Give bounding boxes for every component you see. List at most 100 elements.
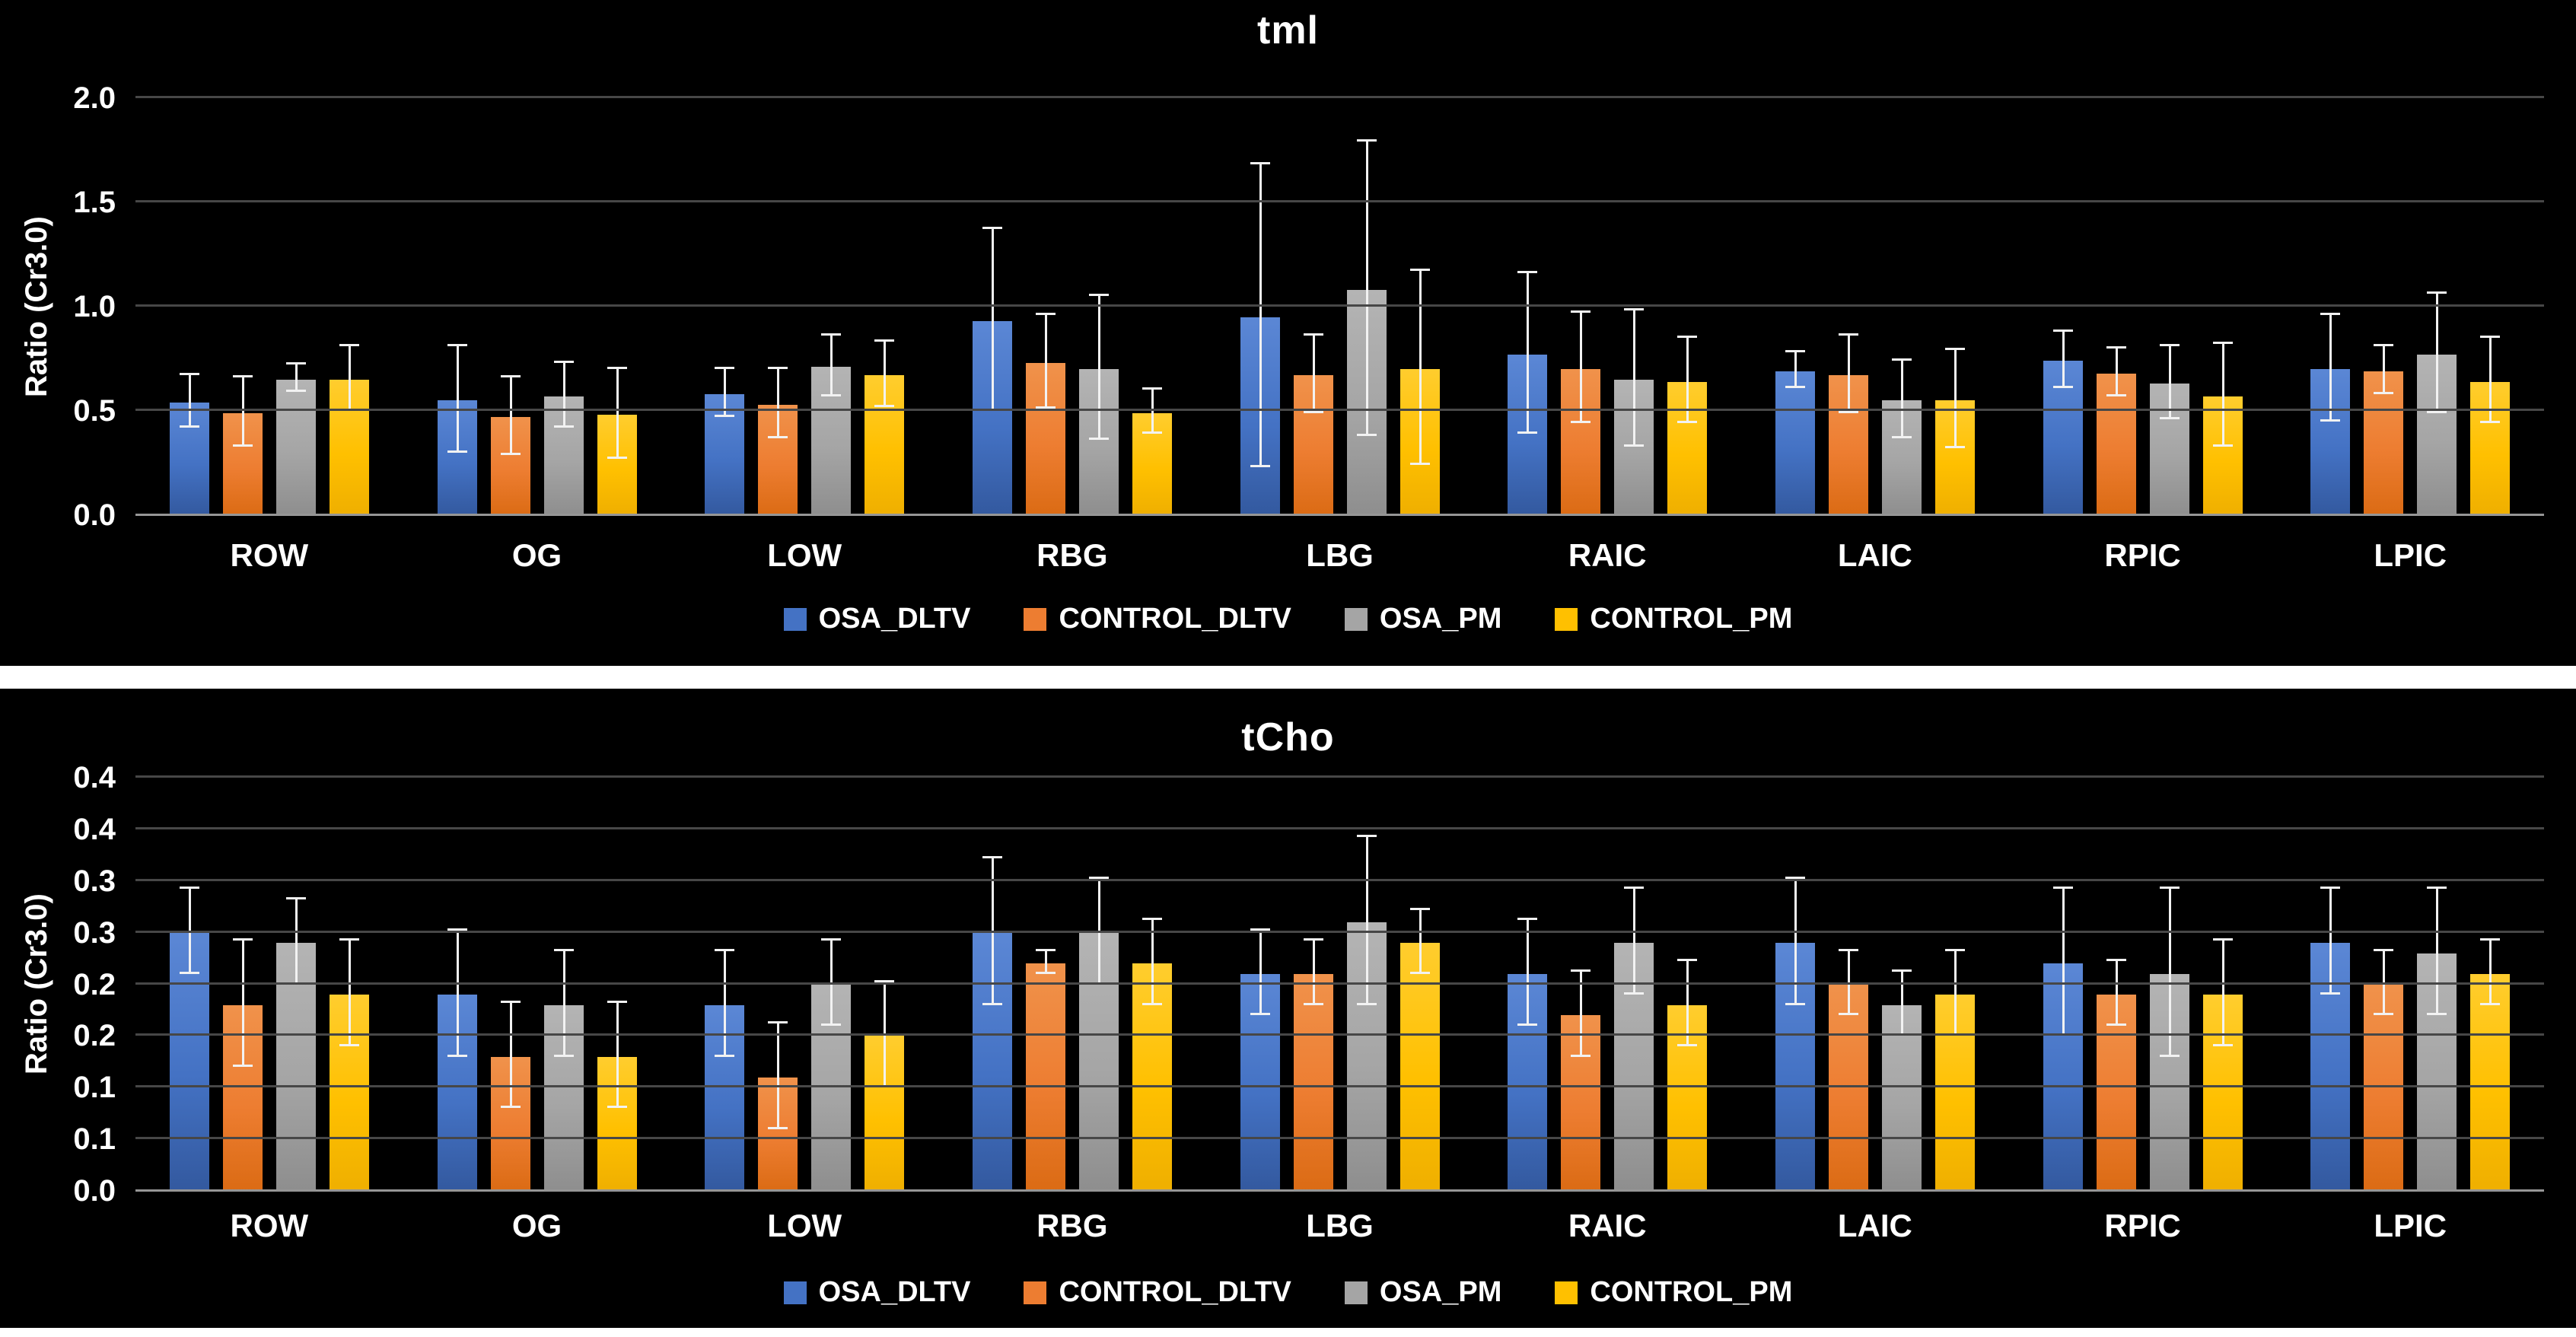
legend-label: CONTROL_PM: [1590, 603, 1793, 635]
x-category-label: LBG: [1306, 1208, 1374, 1243]
error-bar: [2480, 335, 2501, 424]
error-bar: [2427, 291, 2447, 413]
gridline: [135, 826, 2544, 829]
bar-slot: [2364, 98, 2404, 515]
bar-control_dltv-rpic: [2096, 995, 2136, 1191]
x-category-label: RPIC: [2104, 1208, 2181, 1243]
legend-item-control_pm: CONTROL_PM: [1555, 1276, 1792, 1309]
bar-slot: [1614, 98, 1654, 515]
bar-slot: [865, 98, 905, 515]
gridline: [135, 96, 2544, 98]
x-category-label: ROW: [230, 1208, 309, 1243]
error-bar: [553, 948, 574, 1057]
legend-item-osa_dltv: OSA_DLTV: [783, 1276, 970, 1309]
bar-slot: [597, 778, 637, 1191]
error-bar: [2052, 887, 2073, 1036]
error-bar: [1944, 948, 1965, 1036]
bar-slot: [1346, 778, 1387, 1191]
bar-group-raic: [1473, 778, 1741, 1191]
chart-title: tml: [1257, 8, 1319, 53]
bar-slot: [705, 98, 745, 515]
error-bar: [821, 333, 842, 396]
bar-slot: [2149, 98, 2189, 515]
error-bar: [1035, 312, 1056, 409]
bar-control_pm-lbg: [1399, 943, 1440, 1191]
error-bar: [2320, 887, 2341, 995]
error-bar: [179, 887, 199, 974]
x-category-label: ROW: [230, 537, 309, 573]
legend-swatch: [1024, 607, 1047, 631]
bar-slot: [169, 98, 209, 515]
gridline: [135, 1085, 2544, 1088]
chart-title: tCho: [1241, 715, 1335, 759]
error-bar: [2212, 938, 2233, 1046]
error-bar: [447, 928, 467, 1057]
legend-item-osa_pm: OSA_PM: [1344, 1276, 1501, 1309]
gridline: [135, 930, 2544, 933]
x-category-label: LAIC: [1837, 1208, 1912, 1243]
bar-groups: [135, 778, 2544, 1191]
bar-slot: [1293, 98, 1333, 515]
x-category-label: RBG: [1036, 1208, 1108, 1243]
bar-slot: [1078, 98, 1119, 515]
error-bar: [2106, 345, 2126, 396]
legend-label: OSA_DLTV: [818, 603, 971, 635]
bar-slot: [2417, 778, 2457, 1191]
error-bar: [1944, 348, 1965, 449]
y-axis-tick-labels: 0.0 0.5 1.0 1.5 2.0: [0, 81, 116, 532]
x-category-label: RPIC: [2104, 537, 2181, 573]
error-bar: [982, 227, 1002, 411]
error-bar: [715, 948, 735, 1057]
error-bar: [1250, 162, 1270, 467]
error-bar: [1677, 959, 1698, 1046]
error-bar: [2212, 342, 2233, 447]
bar-slot: [865, 778, 905, 1191]
bar-slot: [2149, 778, 2189, 1191]
bar-slot: [329, 778, 369, 1191]
legend-item-control_pm: CONTROL_PM: [1555, 603, 1792, 635]
bar-slot: [169, 778, 209, 1191]
bar-osa_pm-row: [275, 379, 316, 515]
bar-slot: [758, 778, 798, 1191]
legend-swatch: [783, 607, 807, 631]
y-tick-label: 0.2: [73, 967, 116, 1001]
error-bar: [2159, 343, 2180, 419]
bar-slot: [1346, 98, 1387, 515]
legend-swatch: [1344, 1281, 1368, 1304]
x-category-label: LOW: [767, 537, 842, 573]
y-tick-label: 0.0: [73, 498, 116, 532]
bar-slot: [490, 778, 530, 1191]
legend-swatch: [783, 1281, 807, 1304]
panel-divider: [0, 666, 2576, 689]
legend: OSA_DLTV CONTROL_DLTV OSA_PM CONTROL_PM: [0, 603, 2576, 635]
error-bar: [339, 938, 359, 1046]
y-tick-label: 0.4: [73, 761, 116, 794]
bar-slot: [1240, 778, 1280, 1191]
bar-control_dltv-rpic: [2096, 373, 2136, 515]
x-category-label: LOW: [767, 1208, 842, 1243]
bar-slot: [1934, 98, 1975, 515]
error-bar: [715, 366, 735, 418]
y-tick-label: 0.2: [73, 1019, 116, 1053]
bar-control_dltv-rbg: [1025, 963, 1065, 1191]
error-bar: [1035, 948, 1056, 974]
error-bar: [1356, 139, 1377, 436]
bar-slot: [705, 778, 745, 1191]
error-bar: [1409, 907, 1430, 974]
bar-control_dltv-lpic: [2364, 371, 2404, 515]
bar-group-lpic: [2276, 98, 2544, 515]
bar-slot: [2470, 98, 2511, 515]
bar-slot: [597, 98, 637, 515]
x-category-label: OG: [511, 537, 562, 573]
legend-swatch: [1555, 1281, 1578, 1304]
bar-group-rbg: [938, 778, 1206, 1191]
bar-slot: [1828, 778, 1868, 1191]
error-bar: [553, 360, 574, 428]
gridline: [135, 304, 2544, 307]
plot-area: [135, 775, 2544, 1192]
error-bar: [1891, 969, 1912, 1036]
bar-slot: [1399, 778, 1440, 1191]
y-tick-label: 1.0: [73, 290, 116, 323]
bar-slot: [1293, 778, 1333, 1191]
bar-slot: [275, 98, 316, 515]
